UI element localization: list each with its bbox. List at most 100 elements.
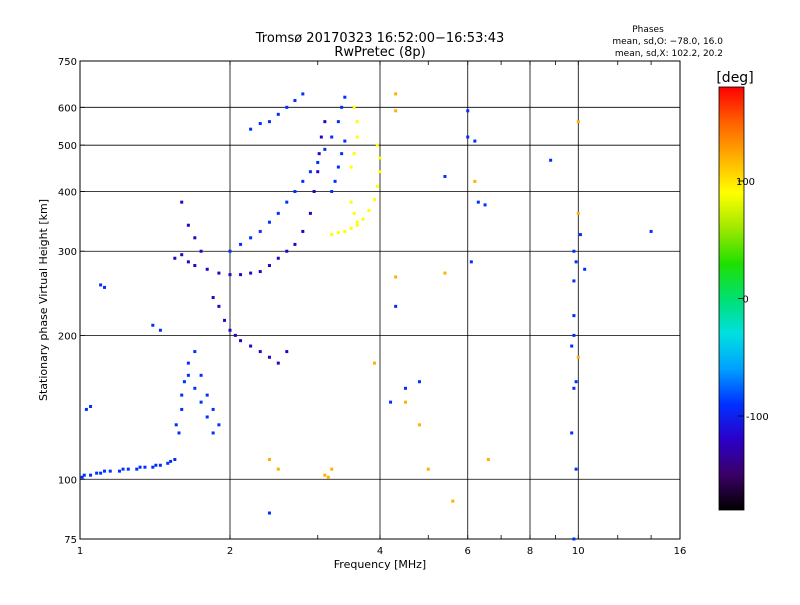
data-point bbox=[649, 229, 653, 233]
phases-o-stats: mean, sd,O: −78.0, 16.0 bbox=[612, 37, 723, 47]
data-point bbox=[293, 189, 297, 193]
data-point bbox=[330, 467, 334, 471]
data-point bbox=[233, 333, 237, 337]
data-point bbox=[267, 120, 271, 124]
data-point bbox=[572, 279, 576, 283]
data-point bbox=[276, 467, 280, 471]
data-point bbox=[394, 304, 398, 308]
data-point bbox=[82, 473, 86, 477]
data-point bbox=[340, 152, 344, 156]
data-point bbox=[95, 471, 99, 475]
plot-area: 1 2 4 6 8 10 16 75 100 200 300 400 500 600 750 bbox=[58, 57, 686, 557]
data-point bbox=[193, 264, 197, 268]
y-tick-label: 400 bbox=[58, 187, 77, 198]
data-point bbox=[186, 361, 190, 365]
data-point bbox=[186, 373, 190, 377]
data-point bbox=[211, 431, 215, 435]
data-point bbox=[333, 179, 337, 183]
data-point bbox=[89, 473, 93, 477]
data-point bbox=[180, 253, 184, 257]
data-point bbox=[103, 285, 107, 289]
chart-title-line1: Tromsø 20170323 16:52:00−16:53:43 bbox=[255, 31, 505, 46]
data-point bbox=[323, 473, 327, 477]
data-point bbox=[317, 152, 321, 156]
data-point bbox=[173, 256, 177, 260]
data-point bbox=[211, 296, 215, 300]
data-point bbox=[180, 393, 184, 397]
data-point bbox=[217, 271, 221, 275]
data-point bbox=[361, 217, 365, 221]
data-point bbox=[403, 386, 407, 390]
data-point bbox=[570, 344, 574, 348]
data-point bbox=[180, 200, 184, 204]
data-point bbox=[343, 229, 347, 233]
data-point bbox=[352, 152, 356, 156]
data-point bbox=[177, 431, 181, 435]
data-point bbox=[576, 120, 580, 124]
data-point bbox=[323, 120, 327, 124]
data-point bbox=[99, 283, 103, 287]
data-point bbox=[340, 105, 344, 109]
data-point bbox=[276, 256, 280, 260]
data-point bbox=[355, 120, 359, 124]
colorbar: 100 0 -100 bbox=[718, 86, 769, 511]
data-point bbox=[352, 105, 356, 109]
data-point bbox=[336, 165, 340, 169]
data-point bbox=[99, 471, 103, 475]
data-point bbox=[293, 242, 297, 246]
data-point bbox=[228, 328, 232, 332]
x-tick-label: 16 bbox=[674, 546, 687, 557]
data-point bbox=[326, 475, 330, 479]
data-point bbox=[301, 229, 305, 233]
y-tick-label: 500 bbox=[58, 141, 77, 152]
data-point bbox=[443, 271, 447, 275]
data-point bbox=[349, 226, 353, 230]
data-point bbox=[258, 350, 262, 354]
data-point bbox=[572, 537, 576, 541]
y-axis-label: Stationary phase Virtual Height [km] bbox=[37, 199, 50, 401]
data-point bbox=[336, 231, 340, 235]
data-point bbox=[572, 314, 576, 318]
data-point bbox=[228, 273, 232, 277]
data-point bbox=[336, 120, 340, 124]
data-point bbox=[108, 469, 112, 473]
data-point bbox=[276, 211, 280, 215]
data-point bbox=[180, 407, 184, 411]
data-point bbox=[223, 318, 227, 322]
y-tick-label: 75 bbox=[64, 535, 77, 546]
data-point bbox=[199, 373, 203, 377]
data-point bbox=[182, 380, 186, 384]
data-point bbox=[199, 249, 203, 253]
data-point bbox=[352, 211, 356, 215]
data-point bbox=[258, 270, 262, 274]
data-point bbox=[572, 333, 576, 337]
y-tick-label: 600 bbox=[58, 103, 77, 114]
data-point bbox=[389, 400, 393, 404]
data-point bbox=[267, 355, 271, 359]
data-point bbox=[330, 233, 334, 237]
data-point bbox=[578, 233, 582, 237]
data-point bbox=[343, 139, 347, 143]
data-point bbox=[312, 189, 316, 193]
data-point bbox=[258, 122, 262, 126]
data-point bbox=[466, 109, 470, 113]
data-point bbox=[417, 380, 421, 384]
data-point bbox=[473, 139, 477, 143]
x-tick-label: 2 bbox=[227, 546, 233, 557]
data-point bbox=[158, 463, 162, 467]
data-point bbox=[308, 211, 312, 215]
x-tick-label: 4 bbox=[377, 546, 383, 557]
data-point bbox=[426, 467, 430, 471]
data-point bbox=[205, 415, 209, 419]
data-point bbox=[301, 92, 305, 96]
data-point bbox=[267, 220, 271, 224]
data-point bbox=[166, 461, 170, 465]
data-point bbox=[293, 99, 297, 103]
x-tick-label: 10 bbox=[572, 546, 585, 557]
data-point bbox=[583, 267, 587, 271]
data-point bbox=[394, 109, 398, 113]
data-point bbox=[343, 95, 347, 99]
data-point bbox=[117, 469, 121, 473]
data-point bbox=[572, 249, 576, 253]
